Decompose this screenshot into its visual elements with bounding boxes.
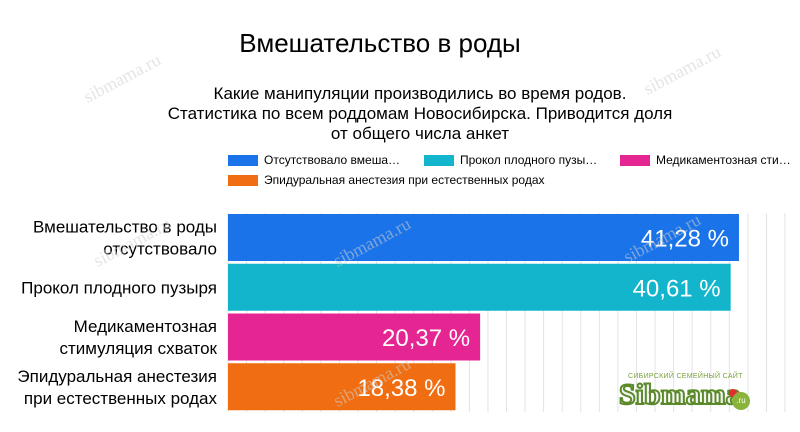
legend-swatch <box>424 154 454 166</box>
legend-label: Прокол плодного пузы… <box>460 153 598 167</box>
legend-item: Эпидуральная анестезия при естественных … <box>228 173 545 187</box>
chart-title: Вмешательство в роды <box>239 28 521 58</box>
category-label: Эпидуральная анестезия <box>17 367 217 386</box>
bar <box>228 313 481 361</box>
bar <box>228 363 456 411</box>
legend-label: Эпидуральная анестезия при естественных … <box>264 173 545 187</box>
legend-swatch <box>620 154 650 166</box>
legend-swatch <box>228 174 258 186</box>
category-label: отсутствовало <box>103 240 217 259</box>
chart-subtitle: Какие манипуляции производились во время… <box>120 84 720 144</box>
category-label: Прокол плодного пузыря <box>21 278 217 297</box>
legend-label: Медикаментозная сти… <box>656 153 791 167</box>
logo-dot-icon <box>729 389 737 397</box>
subtitle-line: Какие манипуляции производились во время… <box>213 84 627 103</box>
bar <box>228 263 731 311</box>
bar <box>228 214 739 261</box>
bar-value-label: 40,61 % <box>633 275 721 302</box>
subtitle-line: Статистика по всем роддомам Новосибирска… <box>167 104 673 123</box>
category-label: стимуляция схваток <box>60 339 218 358</box>
category-label: при естественных родах <box>24 389 218 408</box>
subtitle-line: от общего числа анкет <box>330 124 510 143</box>
bar-value-label: 20,37 % <box>382 325 470 352</box>
legend-item: Отсутствовало вмеша… <box>228 153 400 167</box>
logo-name: Sibmama <box>618 377 742 412</box>
sibmama-logo: СИБИРСКИЙ СЕМЕЙНЫЙ САЙТ Sibmama .ru <box>605 368 755 416</box>
logo-tagline: СИБИРСКИЙ СЕМЕЙНЫЙ САЙТ <box>628 373 743 380</box>
category-label: Медикаментозная <box>74 317 217 336</box>
legend-label: Отсутствовало вмеша… <box>264 153 400 167</box>
bar-value-label: 18,38 % <box>357 375 445 402</box>
legend-item: Медикаментозная сти… <box>620 153 791 167</box>
category-label: Вмешательство в роды <box>33 218 217 237</box>
bar-value-label: 41,28 % <box>641 226 729 253</box>
legend-item: Прокол плодного пузы… <box>424 153 597 167</box>
logo-suffix: .ru <box>732 392 750 410</box>
legend-swatch <box>228 154 258 166</box>
